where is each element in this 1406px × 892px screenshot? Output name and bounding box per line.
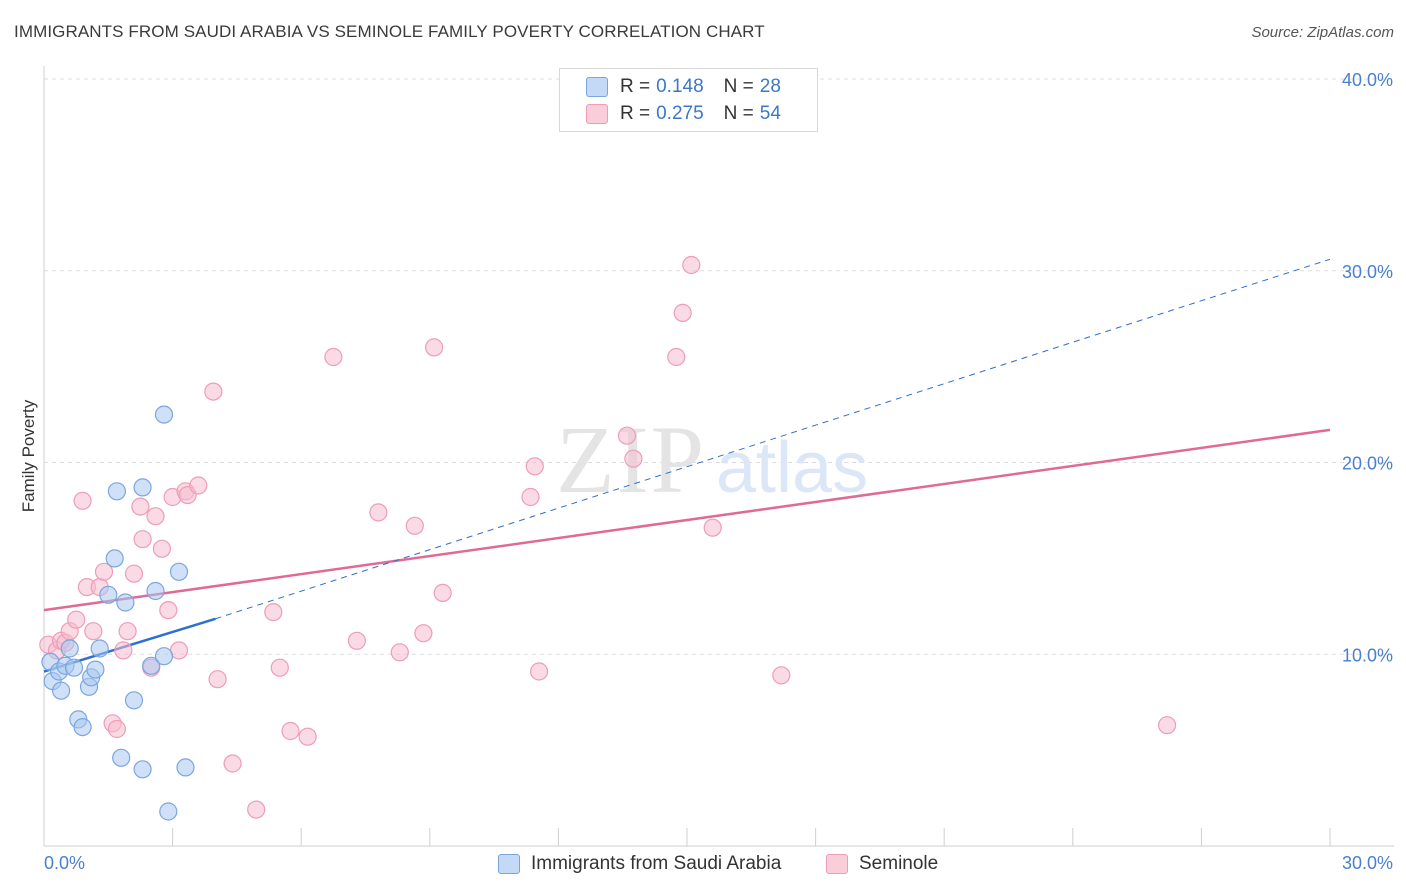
point-seminole bbox=[433, 583, 452, 603]
legend-r-value: 0.148 bbox=[656, 76, 704, 97]
point-saudi bbox=[133, 478, 152, 497]
point-saudi bbox=[60, 639, 79, 658]
trend-line-seminole bbox=[43, 428, 1331, 612]
point-seminole bbox=[521, 487, 540, 507]
point-seminole bbox=[94, 562, 114, 581]
bottom-legend-label: Immigrants from Saudi Arabia bbox=[531, 853, 782, 874]
y-axis-label: Family Poverty bbox=[19, 399, 38, 512]
point-seminole bbox=[425, 338, 444, 357]
point-seminole bbox=[107, 719, 127, 739]
point-seminole bbox=[247, 800, 266, 819]
point-seminole bbox=[390, 643, 409, 662]
point-seminole bbox=[703, 518, 722, 537]
point-seminole bbox=[152, 539, 171, 558]
y-tick-label: 30.0% bbox=[1342, 262, 1393, 282]
legend-r-label: R = bbox=[620, 76, 651, 97]
point-seminole bbox=[673, 303, 692, 322]
point-saudi bbox=[159, 802, 178, 821]
bottom-legend-label: Seminole bbox=[859, 853, 939, 874]
point-seminole bbox=[146, 507, 165, 526]
bottom-legend-saudi: Immigrants from Saudi Arabia bbox=[498, 852, 781, 876]
point-saudi bbox=[154, 647, 174, 666]
point-saudi bbox=[107, 482, 127, 501]
legend-row-saudi: R = 0.148 N = 28 bbox=[586, 74, 781, 100]
point-seminole bbox=[189, 476, 208, 495]
source-label: Source: ZipAtlas.com bbox=[1251, 24, 1394, 41]
point-saudi bbox=[105, 549, 124, 568]
point-saudi bbox=[86, 660, 105, 679]
point-saudi bbox=[51, 681, 71, 700]
axes bbox=[43, 66, 1394, 847]
legend-swatch-blue bbox=[586, 77, 608, 97]
point-seminole bbox=[118, 622, 137, 641]
point-saudi bbox=[90, 639, 109, 658]
point-seminole bbox=[682, 255, 701, 275]
legend-n-value: 28 bbox=[759, 76, 781, 97]
bottom-legend-swatch-blue bbox=[498, 854, 520, 874]
legend-n-value: 54 bbox=[759, 103, 781, 124]
point-saudi bbox=[146, 581, 165, 601]
y-tick-label: 40.0% bbox=[1342, 70, 1393, 90]
point-saudi bbox=[176, 758, 195, 777]
point-seminole bbox=[281, 721, 300, 741]
point-seminole bbox=[270, 658, 289, 677]
data-points bbox=[39, 255, 1177, 821]
point-seminole bbox=[298, 727, 317, 746]
chart-title: IMMIGRANTS FROM SAUDI ARABIA VS SEMINOLE… bbox=[14, 22, 765, 41]
bottom-legend-seminole: Seminole bbox=[826, 852, 938, 876]
point-seminole bbox=[131, 497, 150, 516]
point-saudi bbox=[142, 656, 161, 675]
y-tick-label: 20.0% bbox=[1342, 454, 1393, 474]
point-seminole bbox=[369, 503, 388, 522]
tick-labels: 10.0% 20.0% 30.0% 40.0% 0.0% 30.0% bbox=[44, 70, 1393, 873]
point-seminole bbox=[347, 631, 366, 650]
legend-r-label: R = bbox=[620, 103, 651, 124]
point-seminole bbox=[264, 602, 283, 622]
point-saudi bbox=[64, 658, 84, 677]
point-seminole bbox=[133, 530, 152, 549]
point-seminole bbox=[114, 641, 133, 660]
point-saudi bbox=[154, 405, 174, 424]
point-seminole bbox=[208, 670, 227, 689]
x-tick-label: 30.0% bbox=[1342, 853, 1393, 873]
point-seminole bbox=[772, 666, 791, 685]
point-seminole bbox=[667, 347, 686, 367]
legend-n-label: N = bbox=[723, 76, 754, 97]
bottom-legend-swatch-pink bbox=[826, 854, 848, 874]
point-seminole bbox=[405, 516, 424, 535]
point-seminole bbox=[124, 564, 144, 583]
point-seminole bbox=[73, 491, 92, 510]
point-seminole bbox=[617, 426, 637, 445]
point-saudi bbox=[99, 585, 118, 604]
watermark: ZIP atlas bbox=[556, 406, 868, 513]
point-saudi bbox=[169, 562, 189, 581]
point-seminole bbox=[223, 754, 242, 773]
point-saudi bbox=[73, 717, 92, 737]
gridlines bbox=[44, 78, 1394, 655]
point-seminole bbox=[414, 624, 433, 643]
point-saudi bbox=[124, 691, 144, 710]
point-seminole bbox=[529, 662, 549, 681]
x-tick-label: 0.0% bbox=[44, 853, 85, 873]
trend-line-saudi-dashed bbox=[215, 258, 1331, 620]
legend-swatch-pink bbox=[586, 104, 608, 124]
y-tick-label: 10.0% bbox=[1342, 645, 1393, 665]
legend-row-seminole: R = 0.275 N = 54 bbox=[586, 101, 781, 127]
point-seminole bbox=[159, 600, 178, 620]
point-seminole bbox=[67, 610, 86, 629]
legend-r-value: 0.275 bbox=[656, 103, 704, 124]
point-seminole bbox=[1157, 716, 1177, 735]
point-seminole bbox=[324, 347, 343, 367]
point-seminole bbox=[525, 457, 544, 476]
point-saudi bbox=[112, 748, 131, 767]
point-seminole bbox=[624, 449, 643, 468]
watermark-atlas: atlas bbox=[716, 428, 868, 508]
legend-n-label: N = bbox=[723, 103, 754, 124]
point-saudi bbox=[116, 593, 135, 612]
point-seminole bbox=[204, 382, 223, 401]
point-saudi bbox=[133, 760, 152, 779]
correlation-legend: R = 0.148 N = 28 R = 0.275 N = 54 bbox=[559, 68, 818, 132]
point-seminole bbox=[84, 622, 103, 641]
